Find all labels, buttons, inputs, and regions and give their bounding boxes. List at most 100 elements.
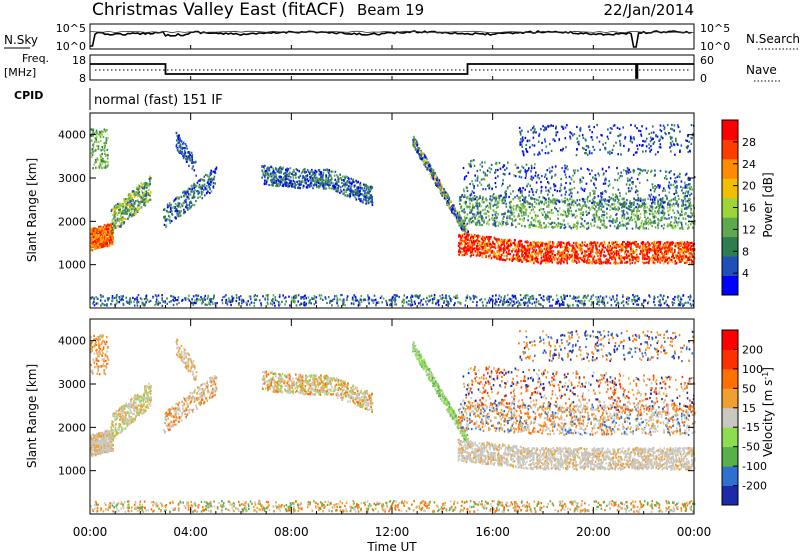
power-cell: [462, 239, 465, 243]
power-cell: [337, 190, 339, 193]
power-cell: [480, 237, 483, 240]
power-cell: [443, 192, 445, 195]
power-cell: [535, 256, 538, 259]
power-cell: [348, 177, 350, 180]
power-cell: [95, 166, 98, 169]
power-cell: [95, 245, 97, 249]
power-cell: [309, 184, 311, 187]
power-cell: [614, 241, 617, 244]
power-cell: [644, 257, 646, 260]
power-cell: [120, 217, 123, 220]
power-cell: [274, 172, 277, 175]
power-cell: [101, 235, 104, 239]
power-cell: [679, 259, 681, 262]
power-cell: [675, 216, 677, 219]
power-cell: [529, 241, 532, 244]
power-cell: [111, 219, 114, 222]
power-cell: [668, 249, 671, 252]
power-cell: [349, 196, 351, 199]
power-cell: [175, 217, 177, 220]
power-cell: [559, 259, 561, 262]
power-cell: [663, 212, 666, 215]
power-cell: [149, 175, 151, 178]
power-cell: [554, 206, 556, 209]
power-cell: [280, 167, 283, 170]
power-cell: [104, 240, 107, 243]
power-cell: [107, 161, 109, 164]
power-cell: [550, 253, 552, 256]
power-cell: [668, 256, 670, 259]
power-cell: [95, 131, 97, 134]
power-cell: [106, 242, 108, 245]
power-cell: [104, 144, 107, 148]
power-cell: [175, 143, 178, 146]
power-cell: [93, 237, 96, 241]
power-cell: [616, 243, 618, 246]
power-cell: [177, 205, 179, 208]
power-cell: [183, 212, 185, 215]
power-cell: [507, 250, 510, 253]
power-cell: [526, 246, 529, 249]
power-cell: [290, 183, 292, 186]
power-cell: [685, 200, 687, 203]
power-cell: [283, 178, 285, 181]
power-cell: [458, 235, 460, 238]
power-cell: [319, 177, 321, 180]
power-cell: [563, 253, 566, 256]
power-cell: [267, 174, 270, 177]
power-cell: [583, 258, 586, 261]
power-cell: [547, 216, 549, 219]
power-cell: [195, 185, 198, 188]
power-cell: [293, 181, 296, 184]
power-cell: [475, 238, 478, 242]
power-cell: [644, 244, 646, 247]
power-cell: [101, 243, 104, 246]
power-cell: [655, 252, 657, 255]
power-cell: [482, 217, 484, 220]
power-cell: [103, 224, 106, 227]
power-cell: [188, 203, 190, 207]
power-cell: [626, 222, 629, 225]
power-cell: [691, 248, 694, 251]
power-cell: [515, 248, 518, 251]
power-cell: [519, 218, 521, 221]
power-cell: [615, 261, 617, 264]
power-cell: [469, 238, 471, 241]
power-cell: [95, 247, 97, 250]
power-cell: [505, 240, 507, 243]
power-cell: [315, 184, 318, 187]
power-cell: [328, 173, 331, 176]
power-cell: [477, 250, 479, 253]
power-cell: [117, 206, 120, 209]
power-cell: [528, 260, 530, 263]
power-cell: [302, 184, 305, 187]
power-cell: [576, 199, 578, 202]
power-cell: [330, 178, 332, 182]
power-cell: [281, 178, 284, 181]
power-cell: [689, 197, 692, 200]
power-cell: [329, 182, 332, 186]
power-cell: [130, 206, 133, 209]
power-cell: [343, 188, 345, 191]
power-cell: [529, 212, 531, 215]
power-cell: [604, 226, 606, 229]
power-cell: [477, 234, 479, 237]
power-cell: [506, 221, 508, 224]
power-cell: [107, 223, 109, 226]
power-cell: [527, 248, 529, 251]
power-cell: [356, 186, 358, 189]
power-cell: [493, 253, 495, 256]
power-cell: [105, 129, 107, 132]
power-cell: [648, 245, 651, 249]
power-cell: [477, 236, 479, 239]
power-cell: [538, 247, 540, 250]
power-cell: [412, 144, 415, 147]
power-cell: [584, 260, 587, 263]
power-cell: [653, 216, 655, 219]
power-cell: [581, 242, 584, 245]
power-cell: [500, 254, 502, 257]
power-cell: [262, 173, 265, 176]
power-cell: [533, 248, 535, 252]
power-cell: [548, 241, 550, 244]
power-cell: [551, 258, 553, 261]
